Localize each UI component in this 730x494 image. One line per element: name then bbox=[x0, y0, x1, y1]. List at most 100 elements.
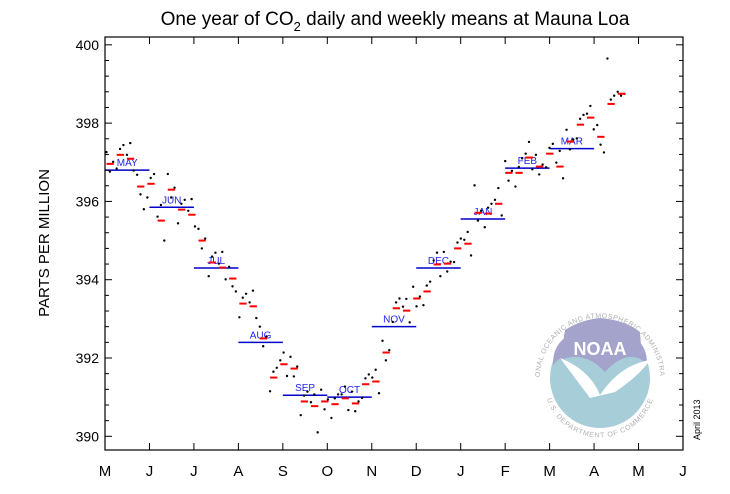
daily-point bbox=[309, 401, 313, 404]
daily-point bbox=[231, 285, 234, 288]
x-tick-label: J bbox=[146, 463, 154, 480]
daily-point bbox=[504, 159, 507, 163]
daily-point bbox=[326, 398, 330, 401]
date-stamp: April 2013 bbox=[692, 399, 702, 440]
daily-point bbox=[411, 285, 415, 288]
daily-point bbox=[129, 141, 132, 145]
daily-point bbox=[251, 289, 255, 292]
daily-point bbox=[612, 94, 616, 97]
daily-point bbox=[187, 209, 190, 213]
daily-point bbox=[568, 148, 572, 151]
daily-point bbox=[313, 393, 316, 396]
daily-point bbox=[152, 172, 156, 176]
daily-point bbox=[405, 297, 408, 301]
daily-point bbox=[415, 305, 418, 308]
daily-point bbox=[180, 202, 183, 205]
x-tick-label: M bbox=[543, 463, 556, 480]
monthly-mean-label: OCT bbox=[339, 385, 360, 396]
x-tick-label: M bbox=[99, 463, 112, 480]
daily-point bbox=[227, 265, 231, 268]
daily-point bbox=[193, 225, 197, 228]
daily-point bbox=[241, 296, 244, 299]
daily-point bbox=[299, 413, 302, 417]
daily-point bbox=[367, 373, 370, 376]
daily-point bbox=[292, 375, 296, 378]
daily-point bbox=[589, 104, 592, 108]
daily-point bbox=[221, 250, 224, 254]
daily-point bbox=[203, 237, 207, 240]
daily-point bbox=[279, 359, 282, 362]
daily-point bbox=[108, 170, 112, 173]
daily-point bbox=[442, 250, 446, 254]
daily-point bbox=[125, 153, 129, 157]
daily-point bbox=[244, 292, 248, 296]
monthly-mean-label: JAN bbox=[473, 207, 492, 218]
daily-point bbox=[551, 142, 555, 146]
daily-point bbox=[272, 370, 275, 373]
daily-point bbox=[183, 198, 186, 202]
x-tick-label: A bbox=[233, 463, 243, 480]
daily-point bbox=[224, 278, 227, 281]
daily-point bbox=[105, 150, 108, 154]
x-tick-label: S bbox=[278, 463, 288, 480]
daily-point bbox=[210, 255, 214, 258]
daily-point bbox=[200, 247, 204, 250]
daily-point bbox=[578, 117, 582, 121]
x-tick-label: O bbox=[321, 463, 333, 480]
daily-point bbox=[381, 339, 384, 342]
daily-point bbox=[422, 303, 425, 307]
daily-point bbox=[619, 94, 623, 97]
plot-frame bbox=[104, 36, 684, 451]
daily-point bbox=[398, 297, 401, 300]
daily-point bbox=[319, 388, 323, 391]
daily-point bbox=[456, 241, 459, 244]
svg-text:NATIONAL OCEANIC AND ATMOSPHER: NATIONAL OCEANIC AND ATMOSPHERIC ADMINIS… bbox=[0, 0, 665, 377]
daily-point bbox=[391, 320, 394, 324]
daily-point bbox=[520, 157, 524, 160]
daily-point bbox=[486, 206, 490, 209]
daily-point bbox=[354, 410, 357, 413]
y-tick-label: 398 bbox=[76, 115, 100, 131]
monthly-mean-label: JUL bbox=[207, 256, 225, 267]
daily-point bbox=[449, 260, 452, 263]
daily-point bbox=[135, 173, 139, 176]
daily-point bbox=[377, 392, 381, 395]
daily-point bbox=[602, 151, 606, 154]
daily-point bbox=[190, 197, 193, 201]
x-tick-label: M bbox=[632, 463, 645, 480]
daily-point bbox=[166, 172, 170, 176]
daily-point bbox=[408, 321, 411, 324]
noaa-logo-text: NOAA bbox=[574, 339, 627, 359]
x-tick-label: F bbox=[501, 463, 510, 480]
monthly-mean-label: DEC bbox=[428, 256, 449, 267]
daily-point bbox=[599, 143, 602, 146]
x-tick-label: J bbox=[457, 463, 465, 480]
daily-point bbox=[122, 143, 125, 147]
daily-point bbox=[374, 368, 377, 371]
daily-point bbox=[336, 393, 340, 396]
daily-point bbox=[234, 290, 238, 293]
daily-point bbox=[357, 400, 360, 403]
daily-point bbox=[517, 165, 520, 169]
daily-point bbox=[435, 251, 439, 254]
daily-point bbox=[425, 284, 428, 287]
daily-point bbox=[340, 393, 343, 396]
y-tick-label: 390 bbox=[76, 428, 100, 444]
daily-point bbox=[142, 208, 146, 211]
daily-point bbox=[296, 365, 299, 368]
daily-point bbox=[115, 167, 118, 170]
daily-point bbox=[388, 348, 391, 352]
daily-point bbox=[248, 301, 251, 304]
daily-point bbox=[275, 366, 278, 369]
daily-point bbox=[214, 251, 217, 254]
daily-point bbox=[197, 227, 200, 231]
daily-point bbox=[360, 396, 364, 400]
daily-point bbox=[217, 262, 221, 265]
daily-point bbox=[176, 222, 180, 225]
monthly-mean-label: AUG bbox=[250, 330, 272, 341]
daily-point bbox=[132, 169, 135, 172]
monthly-mean-label: SEP bbox=[295, 383, 315, 394]
daily-point bbox=[483, 226, 486, 229]
daily-point bbox=[159, 203, 163, 207]
daily-point bbox=[572, 138, 575, 141]
